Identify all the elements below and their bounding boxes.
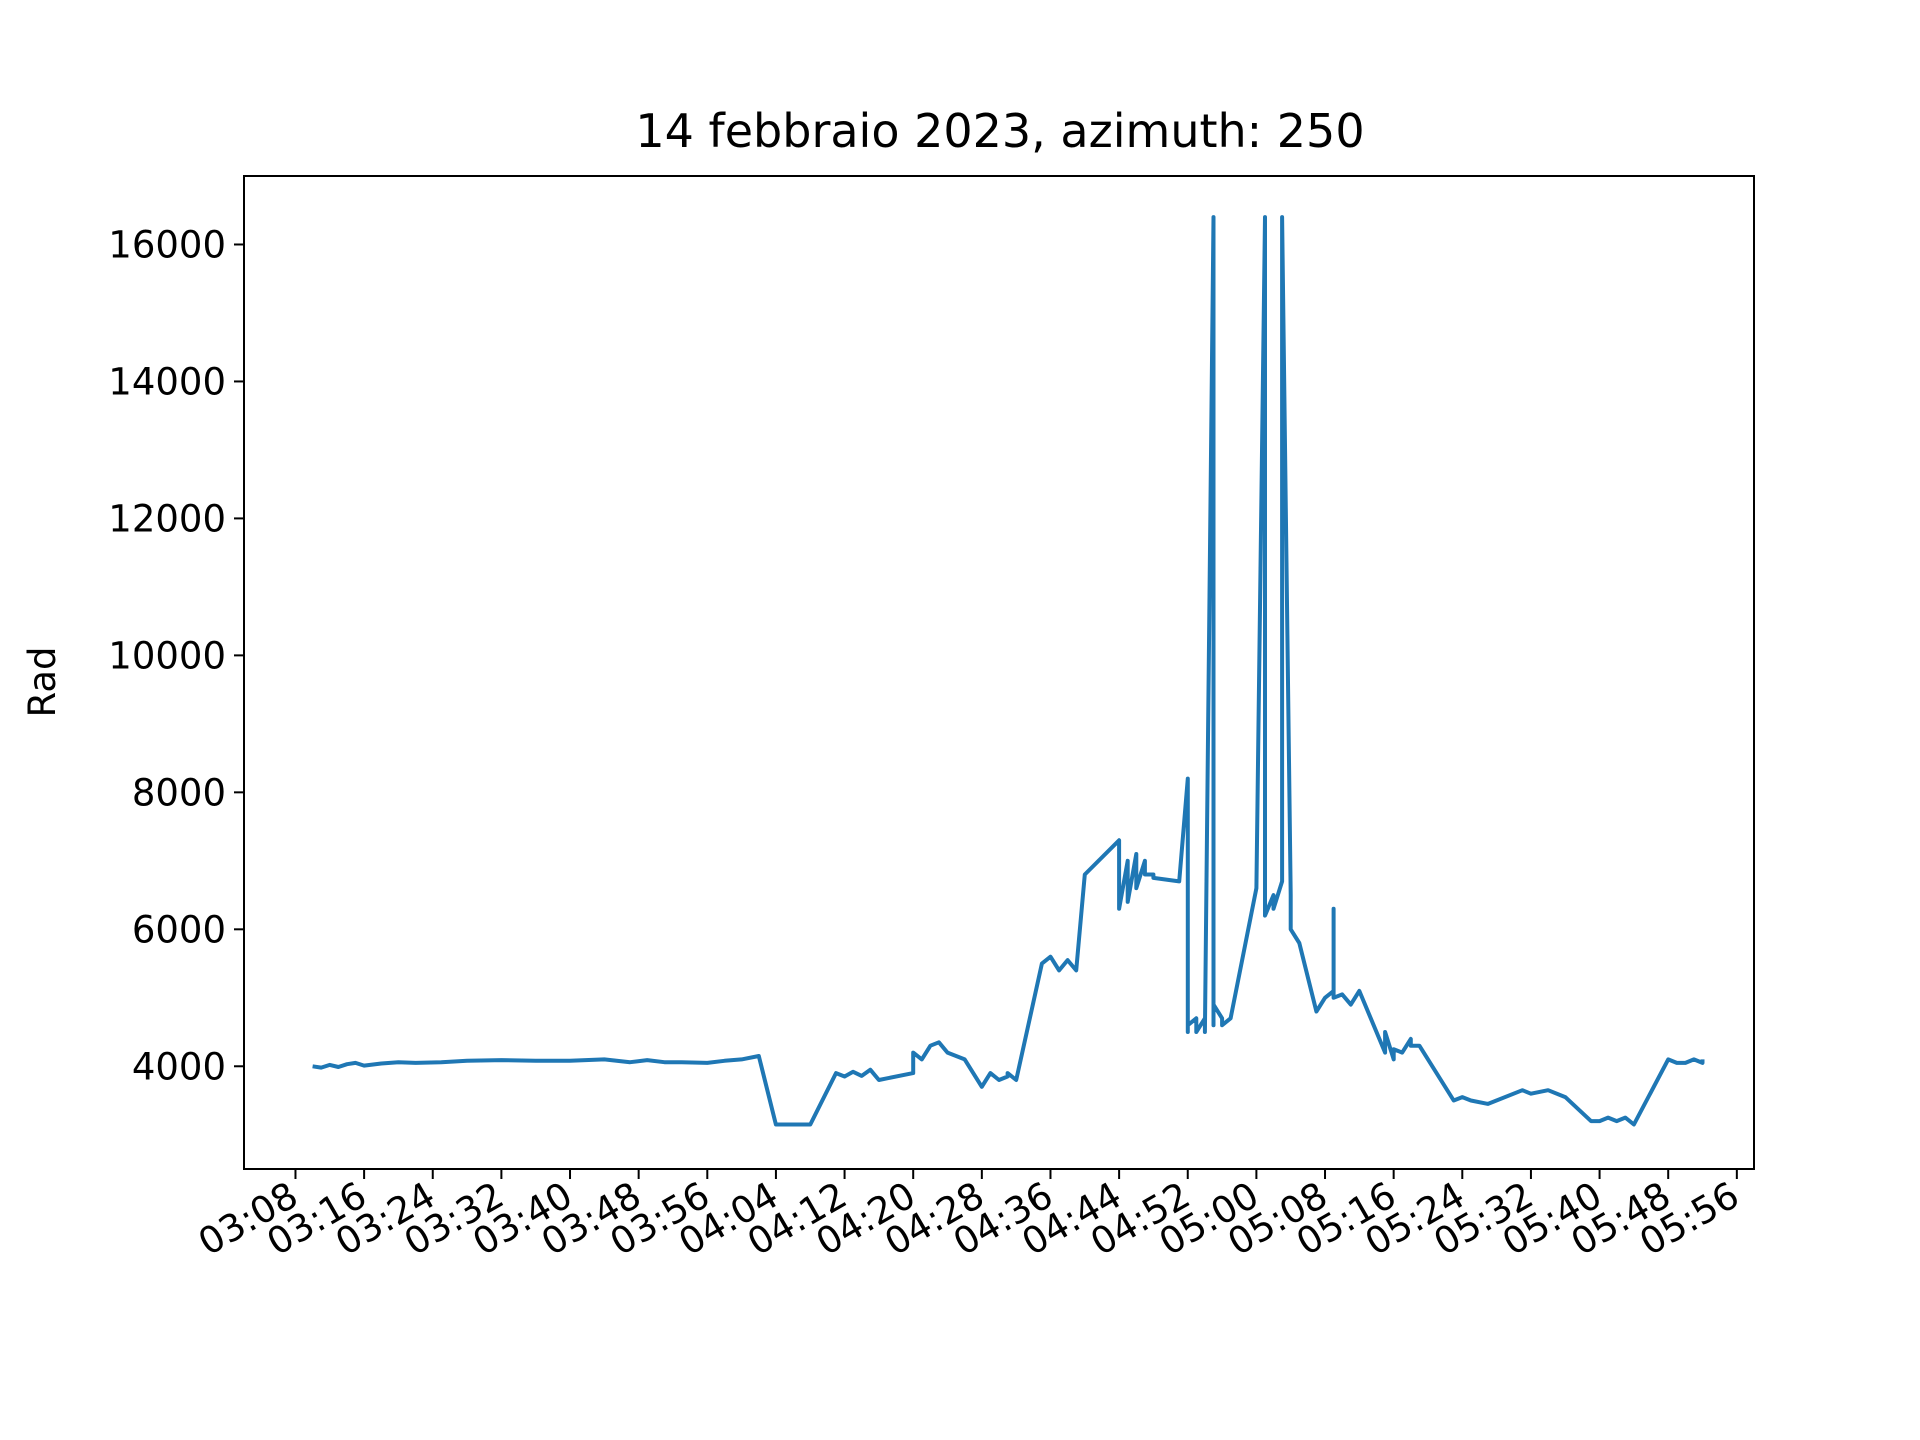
chart-title: 14 febbraio 2023, azimuth: 250 xyxy=(635,104,1364,158)
y-axis: 4000 6000 8000 10000 12000 14000 16000 xyxy=(108,223,244,1088)
x-axis: 03:0803:1603:2403:3203:4003:4803:5604:04… xyxy=(191,1169,1746,1264)
y-tick-label: 4000 xyxy=(132,1045,226,1088)
y-axis-label: Rad xyxy=(21,646,64,717)
y-tick-label: 6000 xyxy=(132,908,226,951)
y-tick-label: 12000 xyxy=(108,497,226,540)
y-tick-label: 16000 xyxy=(108,223,226,266)
series-line xyxy=(312,215,1705,1127)
plot-area xyxy=(312,215,1705,1127)
y-tick-label: 14000 xyxy=(108,360,226,403)
y-tick-label: 10000 xyxy=(108,634,226,677)
plot-frame xyxy=(243,175,1755,1170)
y-tick-label: 8000 xyxy=(132,771,226,814)
